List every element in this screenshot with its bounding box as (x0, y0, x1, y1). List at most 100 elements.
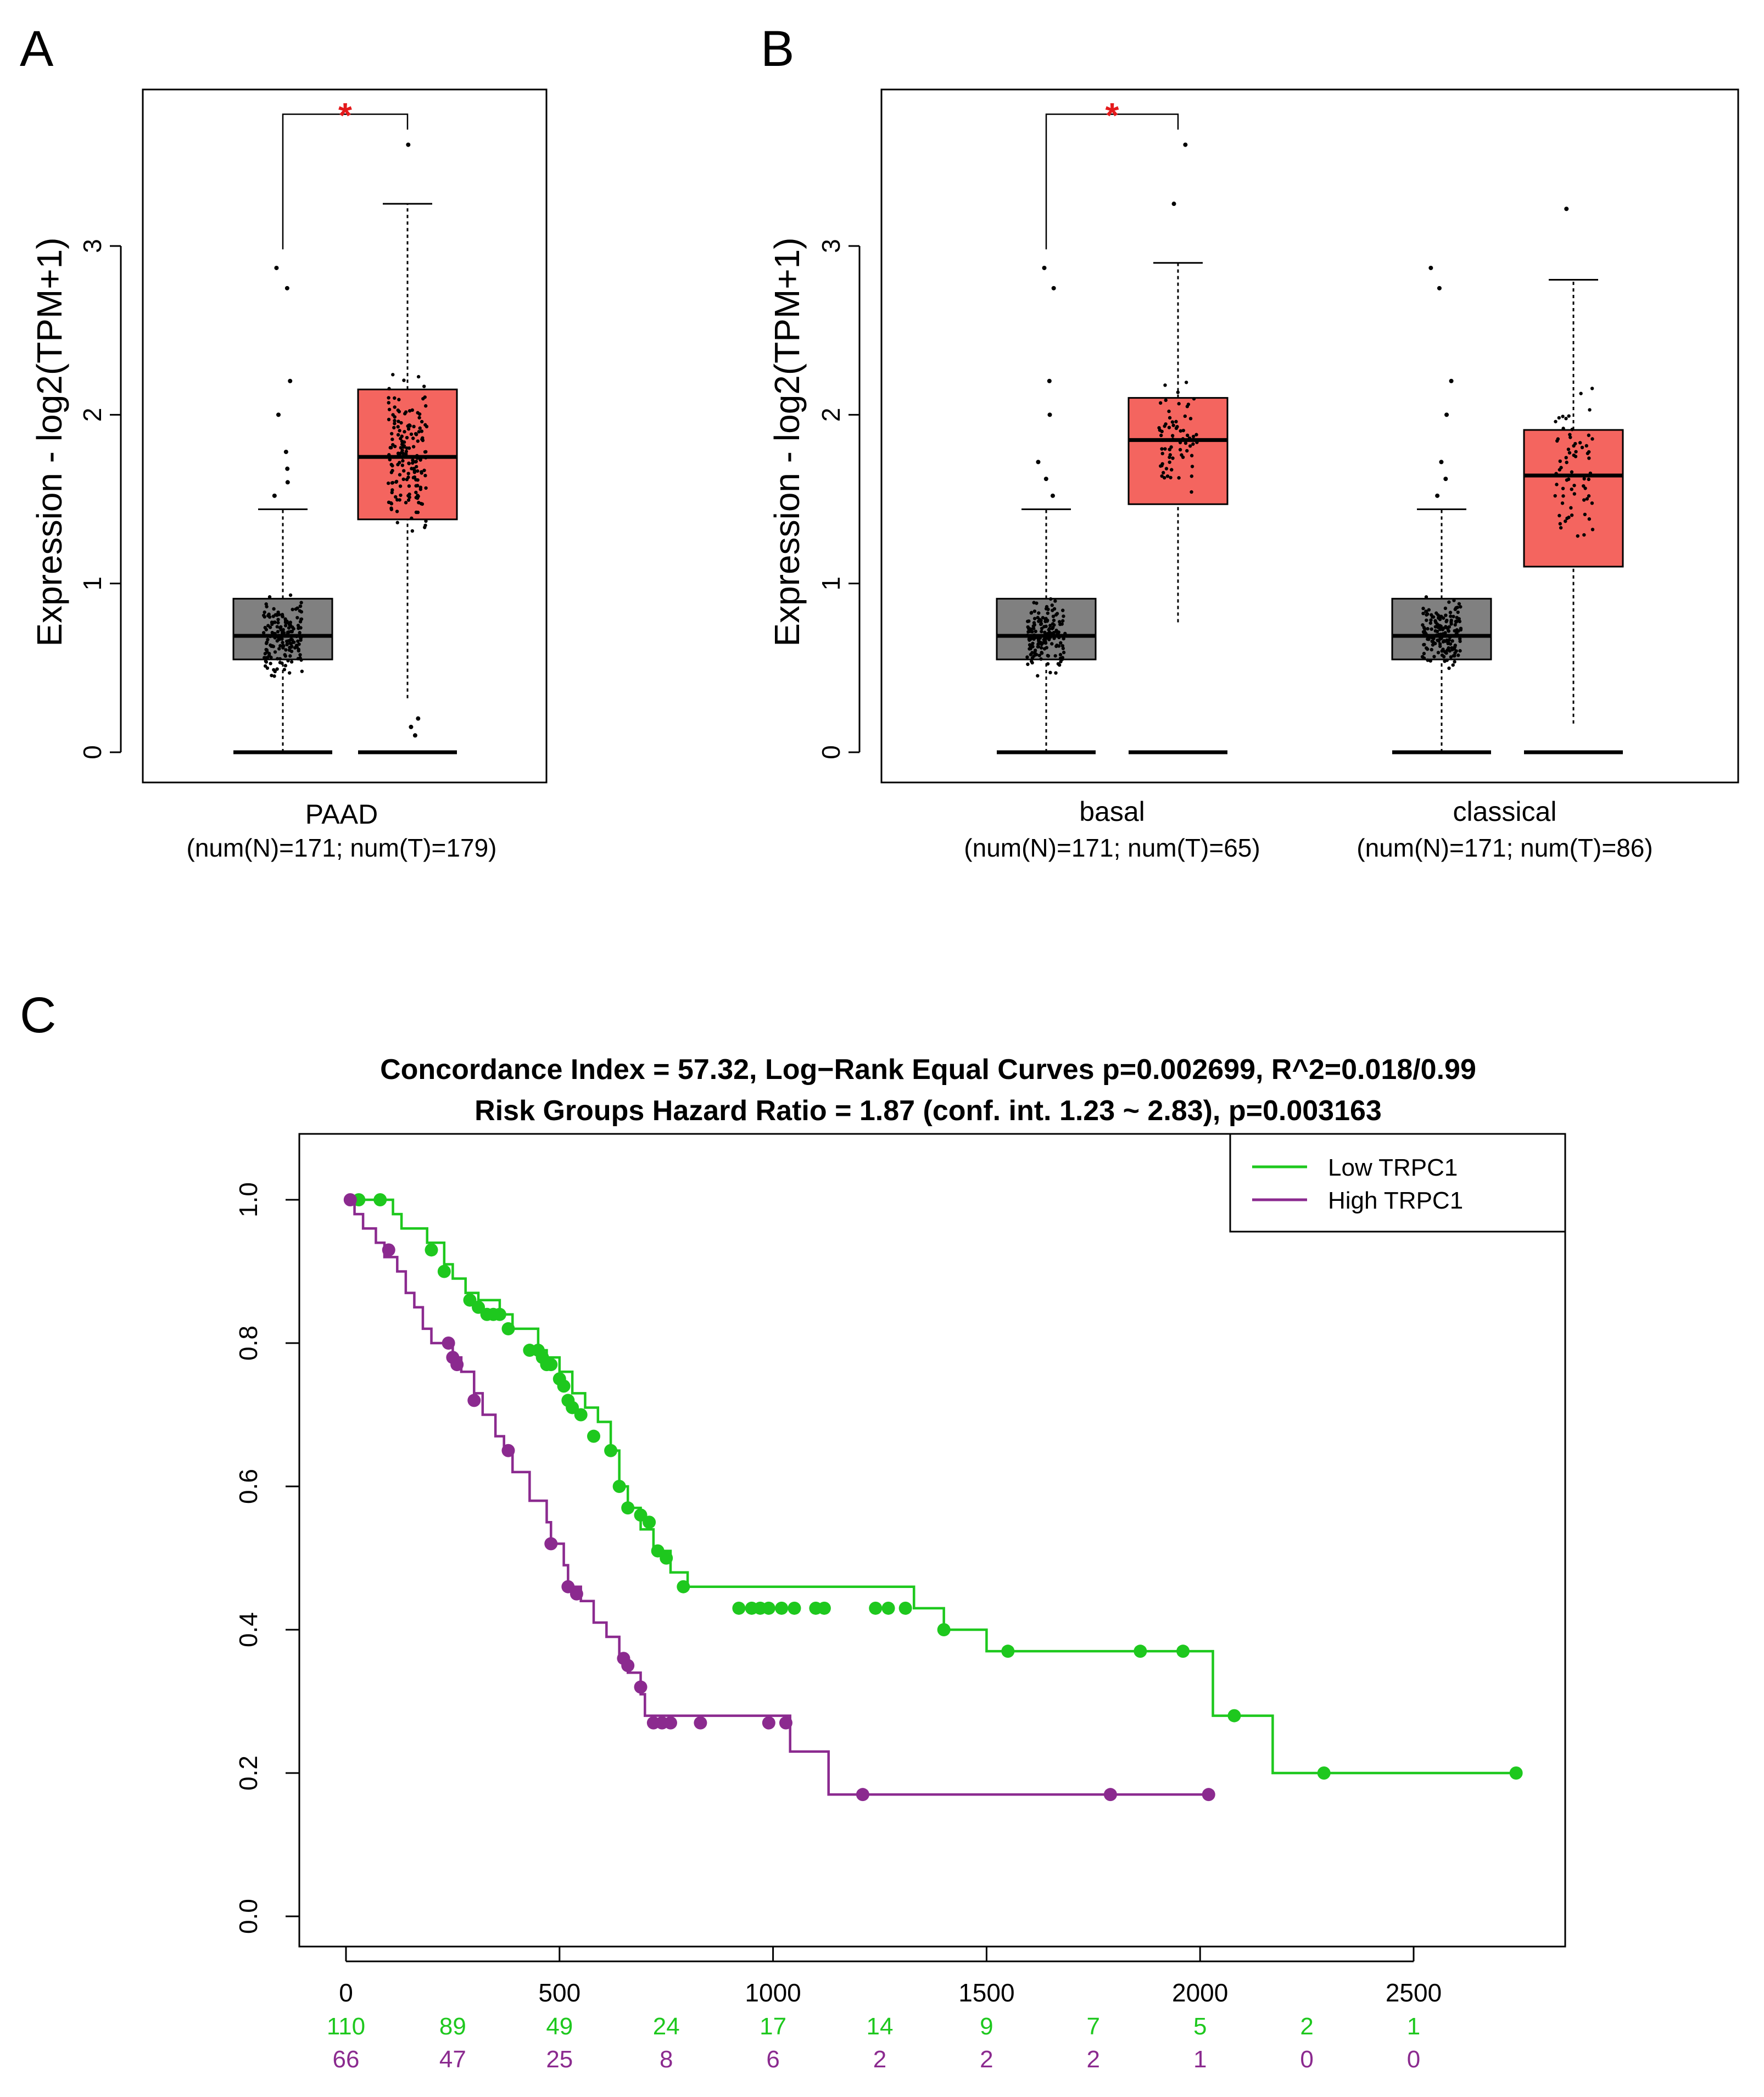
tumor-point (387, 417, 391, 422)
km-censor-low (373, 1193, 387, 1206)
tumor-point (389, 501, 393, 505)
normal-point (270, 630, 274, 635)
normal-point (1052, 623, 1056, 627)
normal-point (291, 607, 294, 612)
tumor-point (1590, 387, 1594, 390)
normal-point (1046, 653, 1050, 658)
normal-point (1442, 616, 1445, 620)
normal-point (1427, 608, 1431, 612)
km-censor-high (621, 1659, 635, 1673)
km-censor-high (694, 1716, 707, 1730)
normal-outlier-point (1437, 286, 1442, 290)
km-censor-low (677, 1580, 690, 1593)
risk-count-high: 2 (873, 2046, 886, 2073)
tumor-point (399, 493, 403, 497)
tumor-point (425, 424, 429, 429)
km-y-tick-label: 0.8 (234, 1326, 263, 1361)
normal-point (1440, 653, 1444, 657)
tumor-point (416, 374, 421, 379)
tumor-point (390, 437, 394, 441)
tumor-point (1589, 474, 1593, 478)
normal-point (1040, 642, 1043, 646)
normal-outlier-point (284, 286, 289, 290)
normal-point (1437, 633, 1442, 637)
normal-point (1029, 627, 1033, 631)
normal-point (1030, 656, 1035, 660)
normal-point (1427, 636, 1431, 640)
km-y-tick-label: 0.2 (234, 1755, 263, 1791)
tumor-point (407, 461, 411, 465)
normal-point (1447, 625, 1452, 629)
panel-b-x-category-basal: basal (1079, 796, 1145, 827)
normal-point (1458, 649, 1462, 653)
km-censor-low (775, 1601, 789, 1615)
km-censor-low (732, 1601, 746, 1615)
normal-point (280, 637, 284, 641)
tumor-point (387, 387, 391, 391)
risk-count-low: 24 (653, 2013, 680, 2040)
km-censor-high (442, 1337, 455, 1350)
km-censor-high (467, 1394, 481, 1407)
risk-count-high: 0 (1300, 2046, 1313, 2073)
tumor-point (1572, 492, 1577, 496)
panel-b-boxplot: Expression - log2(TPM+1) 0 1 2 3 * basal (n… (767, 88, 1739, 862)
tumor-point (1177, 476, 1181, 480)
km-censor-low (544, 1358, 558, 1372)
tumor-box (1523, 429, 1624, 568)
km-censor-low (621, 1501, 635, 1515)
y-tick-label: 3 (78, 239, 107, 253)
normal-point (1045, 605, 1049, 609)
tumor-point (1559, 526, 1563, 530)
tumor-point (1174, 426, 1179, 430)
normal-point (1054, 613, 1058, 617)
tumor-point (1192, 397, 1196, 401)
normal-point (1455, 633, 1459, 637)
tumor-point (1587, 494, 1591, 498)
km-censor-high (663, 1716, 677, 1730)
tumor-outlier-point (1564, 206, 1569, 211)
tumor-point (1570, 487, 1573, 491)
tumor-point (1566, 448, 1571, 451)
tumor-point (1580, 445, 1584, 450)
tumor-point (1557, 416, 1561, 420)
risk-count-low: 9 (980, 2013, 993, 2040)
tumor-point (420, 471, 423, 475)
risk-count-low: 2 (1300, 2013, 1313, 2040)
panel-a-x-subtitle: (num(N)=171; num(T)=179) (187, 834, 497, 862)
panel-c-km-plot: Concordance Index = 57.32, Log−Rank Equa… (234, 1054, 1566, 2073)
tumor-point (1561, 415, 1565, 418)
tumor-box (357, 388, 458, 521)
risk-count-low: 7 (1087, 2013, 1100, 2040)
normal-outlier-point (272, 493, 277, 498)
tumor-point (1585, 497, 1589, 501)
normal-point (276, 620, 280, 625)
tumor-point (1558, 513, 1561, 518)
normal-point (1428, 659, 1432, 663)
normal-point (1046, 611, 1050, 615)
km-censor-low (762, 1601, 775, 1615)
normal-point (1441, 628, 1445, 631)
tumor-point (393, 405, 397, 409)
normal-outlier-point (1428, 265, 1433, 270)
tumor-point (406, 494, 410, 497)
tumor-point (1160, 447, 1164, 451)
normal-point (289, 650, 294, 653)
tumor-point (401, 477, 405, 482)
tumor-point (410, 516, 414, 521)
normal-point (1030, 659, 1034, 663)
tumor-point (1561, 486, 1565, 490)
normal-point (1454, 649, 1458, 653)
tumor-point (408, 424, 412, 428)
normal-point (1036, 645, 1041, 648)
tumor-point (1178, 448, 1182, 452)
tumor-point (1170, 468, 1174, 472)
tumor-point (1170, 420, 1175, 424)
tumor-point (397, 398, 401, 401)
tumor-point (421, 438, 425, 443)
normal-point (281, 641, 284, 645)
normal-point (298, 604, 303, 608)
tumor-point (392, 426, 396, 430)
risk-count-high: 8 (660, 2046, 673, 2073)
tumor-point (1163, 447, 1167, 451)
